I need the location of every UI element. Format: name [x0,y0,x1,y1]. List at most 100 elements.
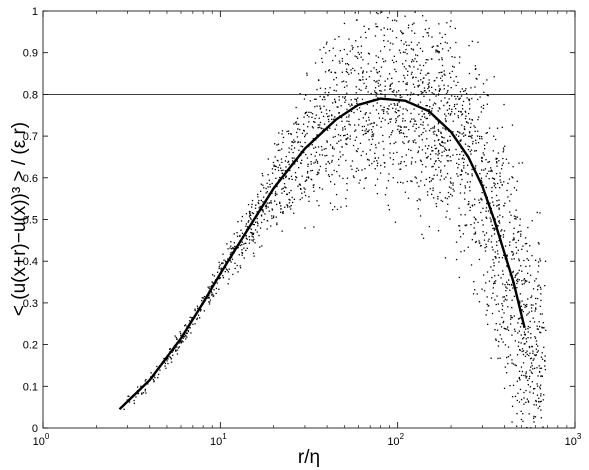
scatter-point [544,260,547,262]
scatter-point [273,164,275,166]
scatter-point [410,48,413,50]
scatter-point [493,262,495,264]
scatter-point [316,162,319,164]
scatter-point [362,59,364,61]
scatter-point [133,399,135,402]
scatter-point [442,142,444,144]
scatter-point [373,80,375,82]
scatter-point [520,230,522,232]
scatter-point [308,121,310,123]
scatter-point [474,130,476,132]
scatter-point [304,227,306,229]
scatter-point [420,123,422,126]
scatter-point [517,280,519,283]
scatter-point [379,50,382,52]
scatter-point [388,209,390,211]
scatter-point [123,408,125,410]
scatter-point [449,218,451,220]
scatter-point [290,208,292,210]
scatter-point [472,140,474,143]
scatter-point [421,171,423,173]
scatter-point [394,19,396,21]
scatter-point [222,253,224,255]
scatter-point [399,52,402,54]
scatter-point [458,163,460,166]
scatter-point [434,140,436,142]
scatter-point [348,123,350,125]
scatter-point [490,241,492,243]
scatter-point [526,398,528,400]
scatter-point [500,338,503,340]
scatter-point [438,130,440,132]
scatter-point [288,163,290,166]
scatter-point [501,316,503,319]
scatter-point [402,117,404,120]
scatter-point [539,371,541,373]
scatter-point [194,309,196,312]
scatter-point [370,93,372,95]
scatter-point [535,307,537,309]
scatter-point [252,252,255,254]
scatter-point [470,224,472,226]
scatter-point [297,123,300,125]
scatter-point [392,163,394,165]
scatter-point [545,329,547,331]
scatter-point [476,135,479,137]
scatter-point [301,132,304,134]
scatter-point [446,173,449,175]
scatter-point [357,57,359,59]
scatter-point [272,172,274,174]
scatter-point [185,335,187,337]
scatter-point [425,178,427,180]
scatter-point [338,99,340,101]
scatter-point [439,179,441,181]
scatter-point [476,78,478,80]
scatter-point [376,102,378,104]
scatter-point [297,117,299,119]
scatter-point [152,378,154,381]
scatter-point [350,72,352,74]
scatter-point [504,284,506,286]
scatter-point [312,127,314,129]
scatter-point [486,142,488,144]
scatter-point [527,384,529,386]
scatter-point [447,203,449,205]
scatter-point [514,395,517,398]
scatter-point [462,154,465,156]
scatter-point [523,391,525,394]
scatter-point [345,205,348,207]
scatter-point [438,90,440,92]
scatter-point [211,281,213,283]
scatter-point [537,345,539,347]
scatter-point [522,350,525,352]
scatter-point [187,330,190,333]
scatter-point [502,234,505,236]
scatter-point [483,91,485,93]
scatter-point [503,103,505,106]
scatter-point [540,395,542,397]
scatter-point [441,136,443,138]
scatter-point [440,169,442,171]
scatter-point [389,84,391,86]
scatter-point [398,81,400,83]
scatter-point [319,105,321,107]
scatter-point [323,148,325,150]
scatter-point [424,145,427,147]
scatter-point [275,216,277,218]
scatter-point [445,129,447,131]
scatter-point [494,329,496,331]
scatter-point [533,404,535,406]
scatter-point [392,91,395,93]
scatter-point [502,216,504,218]
scatter-point [314,155,316,157]
scatter-point [375,61,378,64]
scatter-point [469,126,472,128]
scatter-point [186,336,188,338]
scatter-point [464,128,466,131]
scatter-point [471,97,473,100]
scatter-point [425,62,427,64]
scatter-point [473,227,475,229]
scatter-point [438,166,440,168]
scatter-point [383,46,386,48]
scatter-point [493,76,495,78]
